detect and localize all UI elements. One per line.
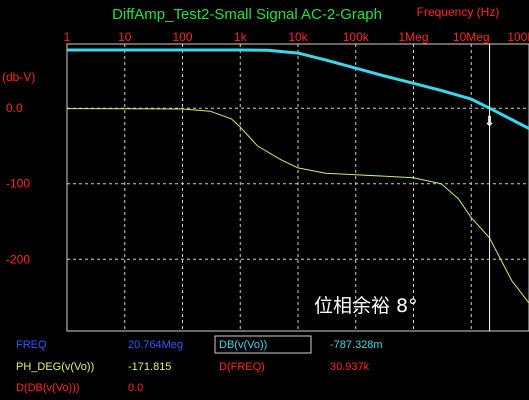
x-tick-label: 100Meg — [507, 30, 529, 44]
readout-freq-value: 20.764Meg — [128, 339, 183, 351]
y-tick-label: -200 — [6, 252, 30, 266]
readout-dfreq-value: 30.937k — [330, 361, 370, 373]
readout-phase-value: -171.815 — [128, 361, 171, 373]
readout-trace-label: DB(v(Vo)) — [219, 339, 267, 351]
x-tick-label: 1k — [234, 30, 248, 44]
y-axis-label: (db-V) — [2, 70, 35, 84]
x-tick-label: 10 — [118, 30, 132, 44]
cursor-group[interactable]: ⇓ — [484, 44, 496, 331]
readout-freq-label: FREQ — [16, 339, 47, 351]
readout-dfreq-label: D(FREQ) — [219, 361, 265, 373]
readout-ddb-value: 0.0 — [128, 382, 143, 394]
y-tick-label: 0.0 — [6, 101, 23, 115]
annotation-phase-margin: 位相余裕 8° — [314, 295, 418, 317]
x-tick-label: 10Meg — [453, 30, 490, 44]
x-tick-label: 100 — [172, 30, 192, 44]
grid — [67, 44, 529, 331]
x-tick-label: 1Meg — [398, 30, 428, 44]
x-tick-label: 1 — [64, 30, 71, 44]
readout-trace-value: -787.328m — [330, 339, 383, 351]
chart-title: DiffAmp_Test2-Small Signal AC-2-Graph — [112, 6, 382, 23]
y-tick-label: -100 — [6, 177, 30, 191]
x-tick-label: 10k — [288, 30, 308, 44]
x-ticks: 1 10 100 1k 10k 100k 1Meg 10Meg 100Meg — [64, 30, 529, 44]
cursor-marker-icon: ⇓ — [484, 114, 496, 130]
x-tick-label: 100k — [343, 30, 370, 44]
readout-trace-box[interactable] — [214, 335, 312, 354]
cursor-readout: FREQ 20.764Meg DB(v(Vo)) -787.328m PH_DE… — [16, 335, 383, 394]
readout-ddb-label: D(DB(v(Vo))) — [16, 382, 80, 394]
series-line-phase — [66, 108, 529, 304]
x-axis-label: Frequency (Hz) — [417, 5, 500, 19]
y-ticks: 0.0 -100 -200 — [6, 101, 30, 266]
readout-phase-label: PH_DEG(v(Vo)) — [16, 361, 94, 373]
